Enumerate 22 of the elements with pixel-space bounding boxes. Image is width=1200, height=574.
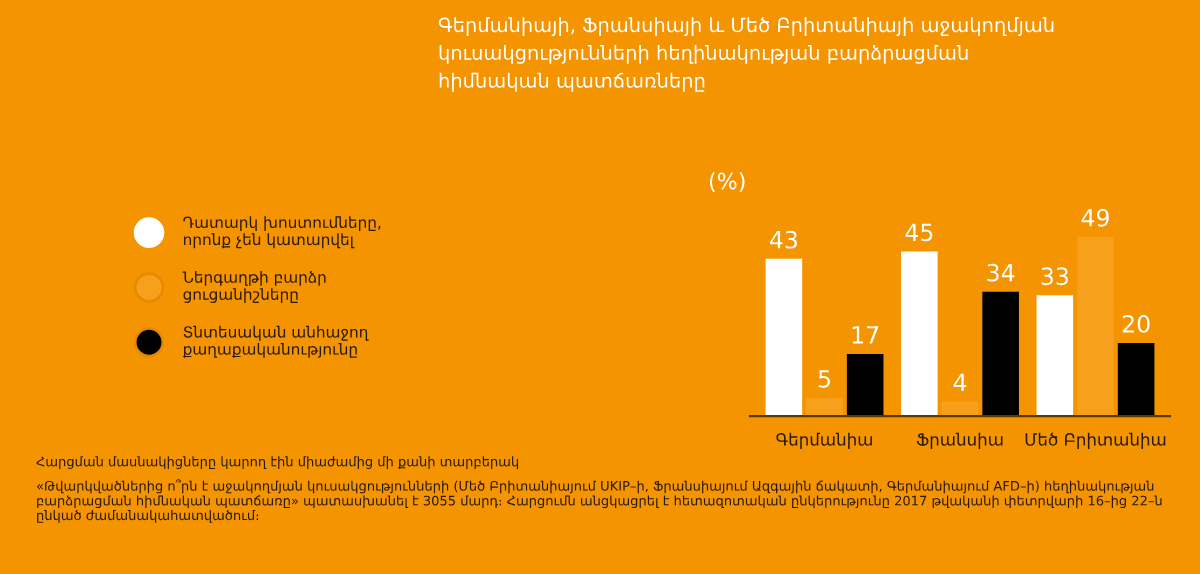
bar xyxy=(901,251,938,417)
text: (%) xyxy=(709,172,745,193)
data-label: 17 xyxy=(852,326,879,344)
data-label: 33 xyxy=(1041,267,1068,286)
data-label: 45 xyxy=(905,223,933,242)
bar xyxy=(1036,295,1074,417)
data-label: 43 xyxy=(770,230,797,249)
data-label: 49 xyxy=(1081,208,1109,227)
bar xyxy=(1117,342,1155,417)
x-tick-label: Մեծ Բրիտանիա xyxy=(1025,432,1166,449)
data-label: 5 xyxy=(818,370,830,388)
data-label: 20 xyxy=(1122,314,1150,333)
bar xyxy=(982,291,1019,417)
bar xyxy=(846,353,884,417)
chart-title: Գերմանիայի, Ֆրանսիայի և Մեծ Բրիտանիայի աջակողմյան կուսակցությունների հեղինակության բարձրացման հիմնական պատճառները xyxy=(438,17,1054,92)
data-label: 34 xyxy=(987,263,1015,282)
bar xyxy=(806,397,843,417)
x-tick-label: Գերմանիա xyxy=(776,432,872,449)
bar xyxy=(765,258,803,417)
bar xyxy=(1077,236,1114,417)
x-tick-label: Ֆրանսիա xyxy=(916,432,1003,449)
data-label: 4 xyxy=(953,373,967,392)
